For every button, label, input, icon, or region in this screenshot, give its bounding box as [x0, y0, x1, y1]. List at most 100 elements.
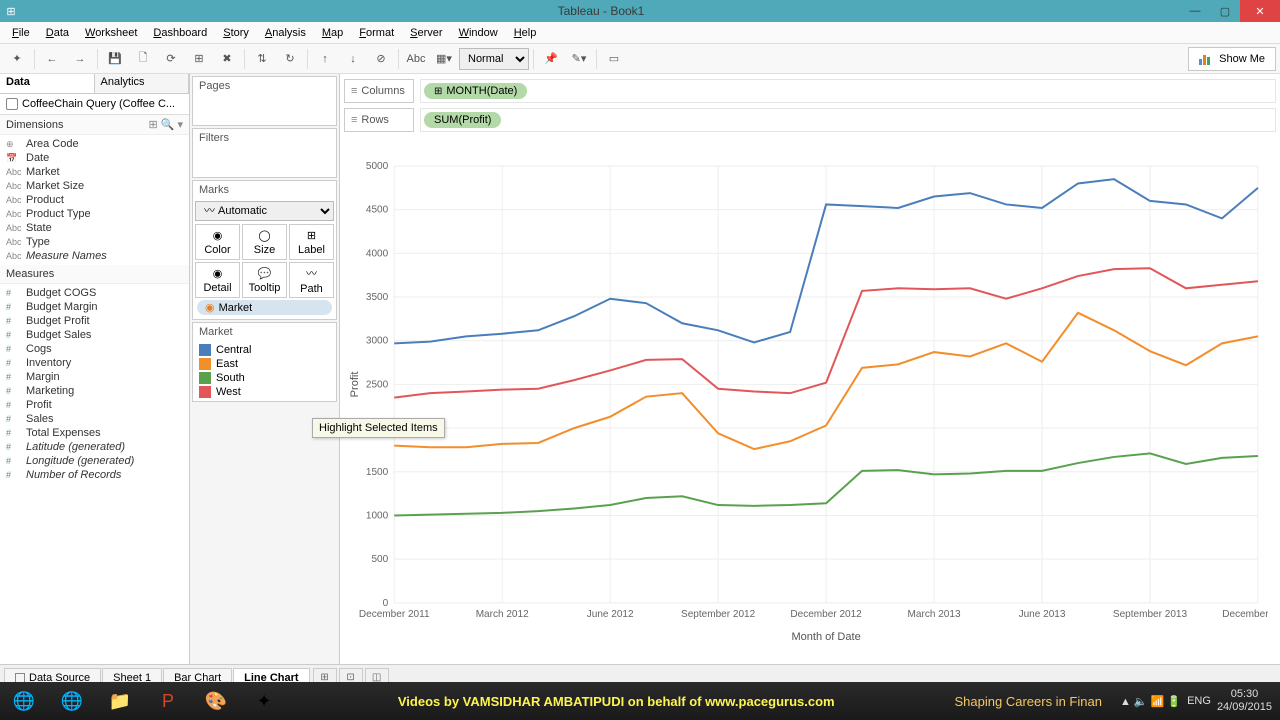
- lang-indicator[interactable]: ENG: [1187, 695, 1211, 707]
- presentation-button[interactable]: ▭: [601, 47, 627, 71]
- close-button[interactable]: ✕: [1240, 0, 1280, 22]
- legend-item[interactable]: South: [195, 371, 334, 385]
- minimize-button[interactable]: —: [1180, 0, 1210, 22]
- show-me-button[interactable]: Show Me: [1188, 47, 1276, 71]
- menu-dashboard[interactable]: Dashboard: [145, 25, 215, 41]
- dimension-field[interactable]: AbcMarket: [0, 165, 189, 179]
- swap-button[interactable]: ⇅: [249, 47, 275, 71]
- measure-field[interactable]: #Budget Sales: [0, 328, 189, 342]
- highlight-button[interactable]: ✎▾: [566, 47, 592, 71]
- measure-field[interactable]: #Marketing: [0, 384, 189, 398]
- chrome-icon[interactable]: 🌐: [0, 684, 48, 718]
- rows-shelf[interactable]: SUM(Profit): [420, 108, 1276, 132]
- svg-text:1500: 1500: [366, 467, 389, 478]
- datasource-row[interactable]: CoffeeChain Query (Coffee C...: [0, 94, 189, 115]
- svg-text:3500: 3500: [366, 292, 389, 303]
- mark-size-button[interactable]: ◯Size: [242, 224, 287, 260]
- measure-field[interactable]: #Budget Profit: [0, 314, 189, 328]
- svg-text:December 2013: December 2013: [1222, 609, 1268, 620]
- menu-story[interactable]: Story: [215, 25, 257, 41]
- svg-text:March 2012: March 2012: [476, 609, 529, 620]
- menu-file[interactable]: File: [4, 25, 38, 41]
- measure-field[interactable]: #Profit: [0, 398, 189, 412]
- measure-field[interactable]: #Budget Margin: [0, 300, 189, 314]
- clear-button[interactable]: ✖: [214, 47, 240, 71]
- menu-format[interactable]: Format: [351, 25, 402, 41]
- dimension-field[interactable]: AbcMeasure Names: [0, 249, 189, 263]
- dimension-field[interactable]: AbcProduct: [0, 193, 189, 207]
- menu-data[interactable]: Data: [38, 25, 77, 41]
- svg-text:Month of Date: Month of Date: [791, 631, 860, 643]
- auto-update-button[interactable]: ⟳: [158, 47, 184, 71]
- label-toggle-button[interactable]: Abc: [403, 47, 429, 71]
- dimension-field[interactable]: 📅Date: [0, 151, 189, 165]
- menu-map[interactable]: Map: [314, 25, 351, 41]
- menu-help[interactable]: Help: [506, 25, 545, 41]
- paint-icon[interactable]: 🎨: [192, 684, 240, 718]
- measure-field[interactable]: #Longitude (generated): [0, 454, 189, 468]
- marks-type-select[interactable]: 〰 Automatic: [195, 201, 334, 221]
- explorer-icon[interactable]: 📁: [96, 684, 144, 718]
- mark-detail-button[interactable]: ◉Detail: [195, 262, 240, 298]
- mark-pill-market[interactable]: ◉ Market: [197, 300, 332, 315]
- measure-field[interactable]: #Sales: [0, 412, 189, 426]
- measure-field[interactable]: #Margin: [0, 370, 189, 384]
- rows-pill[interactable]: SUM(Profit): [424, 112, 501, 128]
- legend-item[interactable]: East: [195, 357, 334, 371]
- measure-field[interactable]: #Cogs: [0, 342, 189, 356]
- new-datasource-button[interactable]: 🗋: [130, 47, 156, 71]
- svg-text:3000: 3000: [366, 336, 389, 347]
- svg-text:Profit: Profit: [349, 372, 361, 398]
- dimension-field[interactable]: AbcMarket Size: [0, 179, 189, 193]
- datasource-icon: [6, 98, 18, 110]
- fit-select[interactable]: Normal: [459, 48, 529, 70]
- filters-card: Filters: [192, 128, 337, 178]
- columns-shelf-label: ≡Columns: [344, 79, 414, 103]
- tableau-task-icon[interactable]: ✦: [240, 684, 288, 718]
- mark-pill-label: Market: [219, 302, 253, 314]
- undo-button[interactable]: ←: [39, 47, 65, 71]
- dimension-field[interactable]: ⊕Area Code: [0, 137, 189, 151]
- refresh-button[interactable]: ↻: [277, 47, 303, 71]
- mark-color-button[interactable]: ◉Color: [195, 224, 240, 260]
- legend-item[interactable]: West: [195, 385, 334, 399]
- dimension-field[interactable]: AbcType: [0, 235, 189, 249]
- tableau-logo-icon[interactable]: ✦: [4, 47, 30, 71]
- fit-button[interactable]: ▦▾: [431, 47, 457, 71]
- powerpoint-icon[interactable]: P: [144, 684, 192, 718]
- show-me-icon: [1199, 53, 1213, 65]
- clock[interactable]: 05:30 24/09/2015: [1217, 688, 1272, 714]
- sort-desc-button[interactable]: ↓: [340, 47, 366, 71]
- ie-icon[interactable]: 🌐: [48, 684, 96, 718]
- svg-text:June 2013: June 2013: [1019, 609, 1066, 620]
- analytics-tab[interactable]: Analytics: [95, 74, 190, 93]
- maximize-button[interactable]: ▢: [1210, 0, 1240, 22]
- columns-pill[interactable]: ⊞MONTH(Date): [424, 83, 527, 99]
- pin-button[interactable]: 📌: [538, 47, 564, 71]
- filters-header: Filters: [193, 129, 336, 147]
- measure-field[interactable]: #Inventory: [0, 356, 189, 370]
- columns-shelf[interactable]: ⊞MONTH(Date): [420, 79, 1276, 103]
- dimension-field[interactable]: AbcProduct Type: [0, 207, 189, 221]
- menu-server[interactable]: Server: [402, 25, 450, 41]
- measure-field[interactable]: #Latitude (generated): [0, 440, 189, 454]
- measure-field[interactable]: #Budget COGS: [0, 286, 189, 300]
- group-button[interactable]: ⊘: [368, 47, 394, 71]
- mark-label-button[interactable]: ⊞Label: [289, 224, 334, 260]
- mark-tooltip-button[interactable]: 💬Tooltip: [242, 262, 287, 298]
- chart-area[interactable]: 0500100015002000250030003500400045005000…: [340, 140, 1280, 664]
- new-worksheet-button[interactable]: ⊞: [186, 47, 212, 71]
- redo-button[interactable]: →: [67, 47, 93, 71]
- sort-asc-button[interactable]: ↑: [312, 47, 338, 71]
- data-tab[interactable]: Data: [0, 74, 95, 93]
- menu-analysis[interactable]: Analysis: [257, 25, 314, 41]
- save-button[interactable]: 💾: [102, 47, 128, 71]
- mark-path-button[interactable]: 〰Path: [289, 262, 334, 298]
- tray-icons[interactable]: ▲ 🔈 📶 🔋: [1120, 695, 1181, 708]
- legend-item[interactable]: Central: [195, 343, 334, 357]
- measure-field[interactable]: #Total Expenses: [0, 426, 189, 440]
- dimension-field[interactable]: AbcState: [0, 221, 189, 235]
- menu-window[interactable]: Window: [451, 25, 506, 41]
- menu-worksheet[interactable]: Worksheet: [77, 25, 145, 41]
- measure-field[interactable]: #Number of Records: [0, 468, 189, 482]
